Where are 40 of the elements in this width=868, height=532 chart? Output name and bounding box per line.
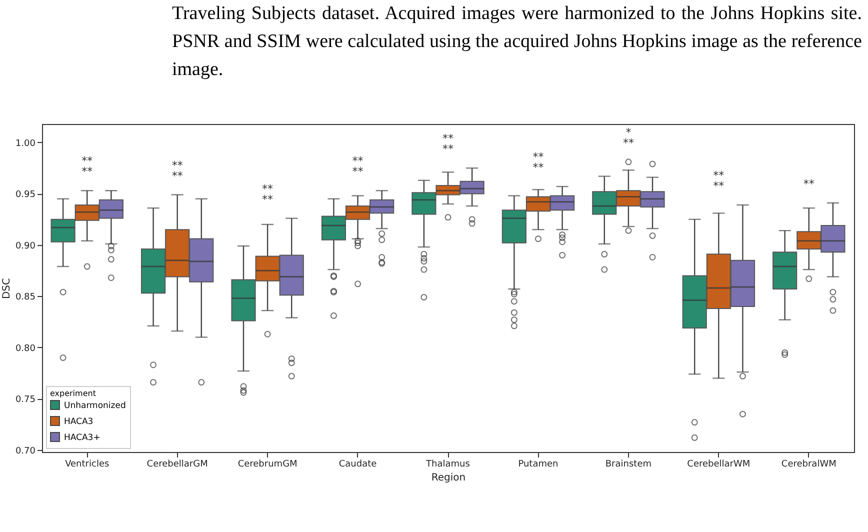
x-axis-title: Region: [431, 472, 466, 484]
annotation: **: [172, 169, 184, 182]
annotation: **: [262, 182, 274, 196]
y-tick-label: 0.85: [15, 292, 36, 303]
annotation: **: [82, 154, 94, 168]
annotation: **: [622, 136, 634, 150]
y-tick-label: 0.75: [15, 395, 36, 406]
x-tick-label: Brainstem: [605, 460, 652, 470]
x-tick-label: CerebralWM: [781, 460, 836, 470]
legend-label: HACA3: [64, 417, 94, 427]
annotation: **: [532, 161, 544, 174]
legend-label: Unharmonized: [64, 401, 126, 411]
x-tick-label: CerebellarGM: [146, 460, 208, 470]
annotation: **: [82, 165, 94, 178]
annotation: **: [352, 165, 364, 178]
x-tick-label: CerebellarWM: [687, 460, 750, 470]
legend-label: HACA3+: [64, 433, 100, 443]
x-tick-label: Putamen: [518, 460, 558, 470]
y-tick-label: 0.70: [15, 446, 36, 456]
chart-subtitle: Traveling Subjects dataset. Acquired images were harmonized to the Johns Hopkins site. PSNR and SSIM were calculated using the acquired Johns Hopkins image as the reference image.: [172, 2, 862, 82]
annotation: **: [442, 142, 454, 156]
x-tick-label: CerebrumGM: [238, 460, 298, 470]
annotation: **: [172, 158, 184, 172]
annotation: **: [803, 177, 815, 190]
annotation: **: [713, 180, 725, 193]
x-tick-label: Thalamus: [425, 460, 470, 470]
y-tick-label: 1.00: [15, 138, 36, 149]
y-tick-label: 0.80: [15, 344, 36, 354]
annotation: **: [352, 154, 364, 168]
legend-title: experiment: [50, 389, 96, 398]
annotation: **: [713, 169, 725, 182]
x-tick-label: Ventricles: [65, 460, 110, 470]
annotation: **: [442, 132, 454, 146]
x-tick-label: Caudate: [338, 460, 378, 470]
annotation: *: [626, 126, 632, 139]
y-axis-title: DSC: [1, 278, 12, 300]
annotation: **: [532, 150, 544, 164]
annotation: **: [262, 192, 274, 206]
y-tick-label: 0.90: [15, 241, 36, 252]
y-tick-label: 0.95: [15, 190, 36, 200]
